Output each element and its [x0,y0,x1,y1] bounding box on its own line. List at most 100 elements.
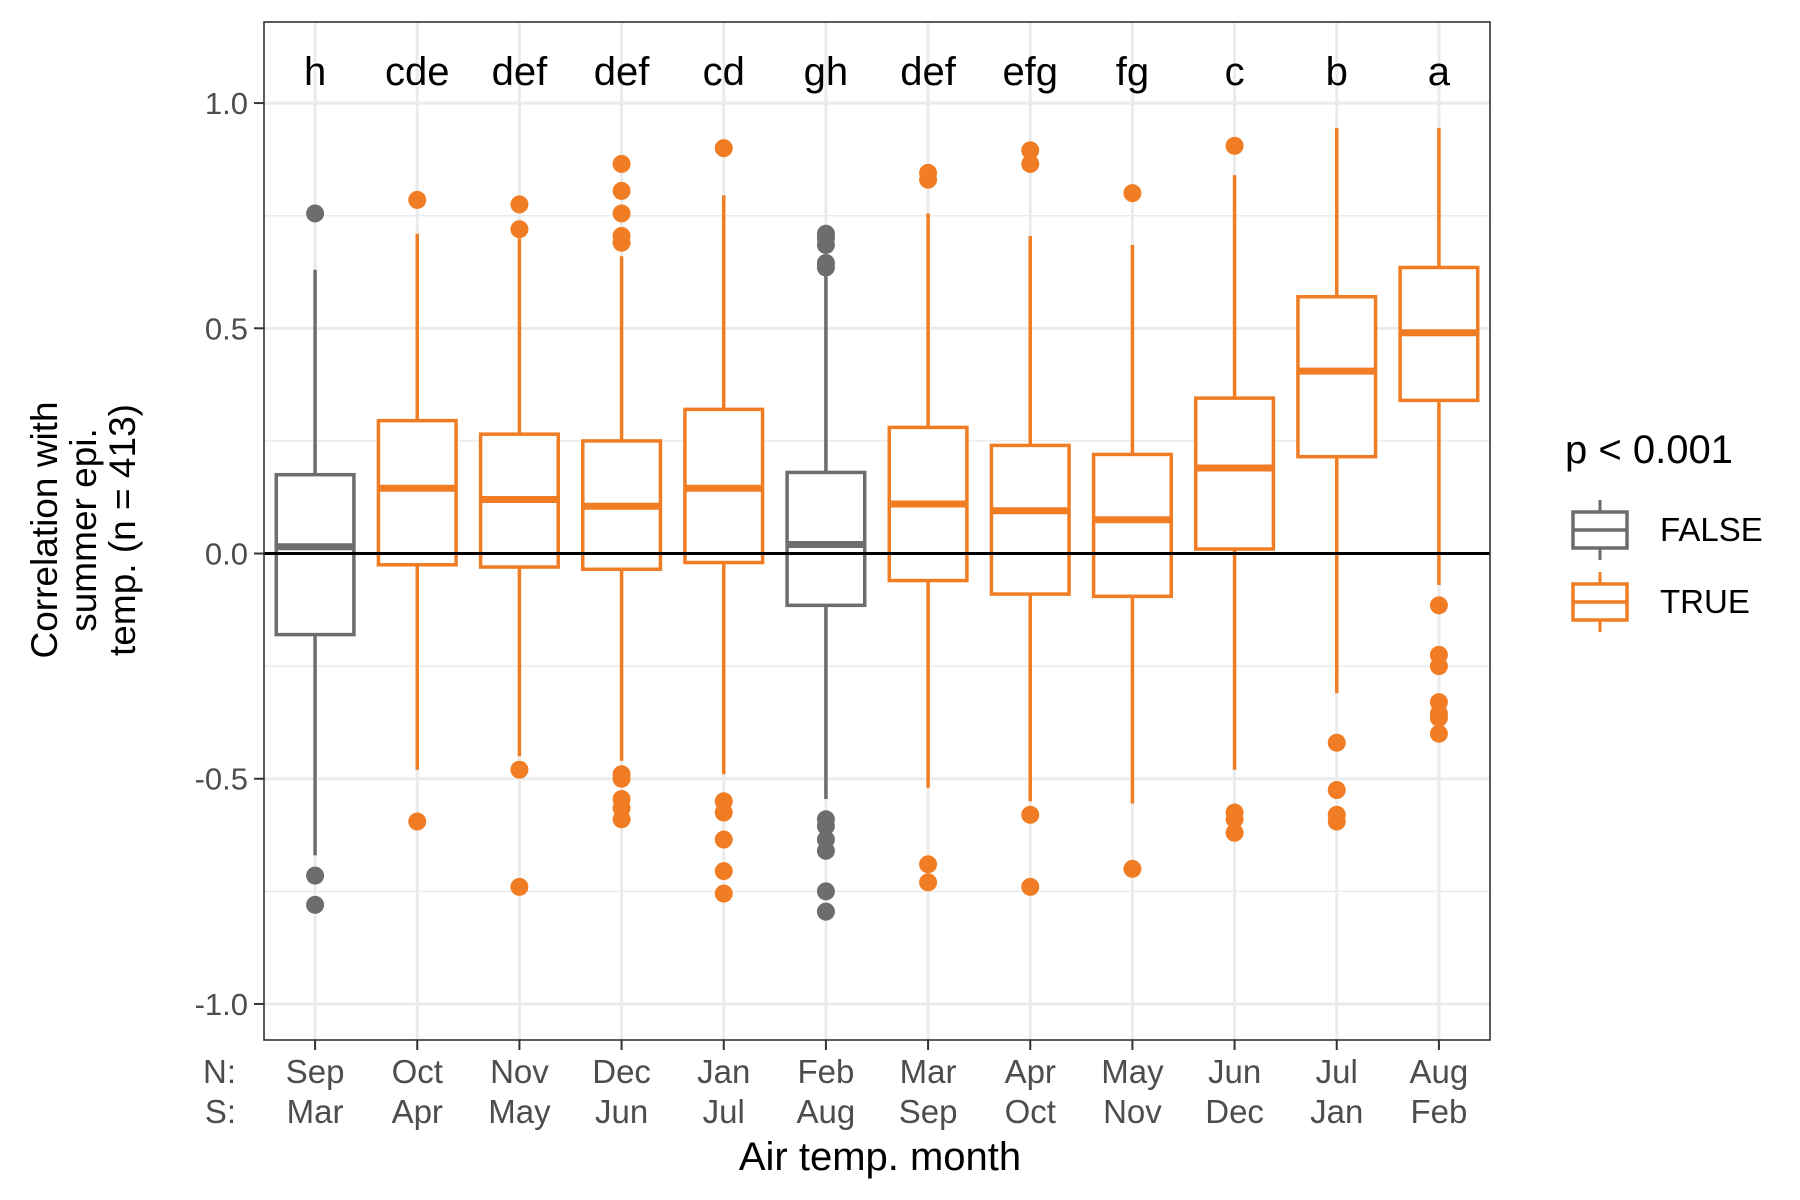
x-tick-label-south: Feb [1410,1093,1467,1130]
significance-letter: h [304,50,326,94]
significance-letter: efg [1002,50,1058,94]
box-group-dec [581,154,663,829]
outlier-point [1327,812,1346,831]
x-tick-label-south: Jun [595,1093,648,1130]
box-group-aug [1398,127,1480,743]
y-axis-title: Correlation withsummer epi.temp. (n = 41… [24,401,143,658]
x-tick-label-south: Sep [899,1093,958,1130]
y-tick-label: 0.0 [205,537,248,572]
box-group-jun [1194,136,1276,842]
outlier-point [919,855,938,874]
outlier-point [612,204,631,223]
outlier-point [714,803,733,822]
outlier-point [1123,184,1142,203]
x-axis-title: Air temp. month [739,1135,1021,1179]
x-tick-label-south: Aug [797,1093,856,1130]
y-axis-title-line: Correlation with [24,401,65,658]
box-group-nov [478,195,560,896]
significance-letter: a [1428,50,1451,94]
legend-label: TRUE [1660,583,1750,620]
outlier-point [1429,596,1448,615]
significance-letter: def [594,50,650,94]
x-tick-label-south: Apr [392,1093,443,1130]
significance-letter: def [492,50,548,94]
legend: p < 0.001 FALSE TRUE [1565,428,1763,632]
box [1296,295,1378,459]
outlier-point [1021,877,1040,896]
y-tick-label: -1.0 [195,987,248,1022]
x-tick-label-north: Aug [1410,1053,1469,1090]
outlier-point [612,810,631,829]
outlier-point [714,139,733,158]
box-group-jul [1296,127,1378,831]
outlier-point [1327,733,1346,752]
y-axis: 1.0 0.5 0.0 -0.5 -1.0 [195,86,264,1022]
x-tick-label-north: Dec [592,1053,651,1090]
legend-title: p < 0.001 [1565,428,1733,472]
x-tick-label-north: Jun [1208,1053,1261,1090]
outlier-point [510,220,529,239]
legend-entry-true: TRUE [1571,572,1750,632]
outlier-point [510,760,529,779]
x-tick-label-south: Oct [1005,1093,1056,1130]
outlier-point [1123,859,1142,878]
outlier-point [816,882,835,901]
outlier-point [612,769,631,788]
y-tick-label: 1.0 [205,86,248,121]
outlier-point [816,902,835,921]
legend-entries: FALSE TRUE [1571,500,1763,632]
legend-entry-false: FALSE [1571,500,1763,560]
outlier-point [1225,136,1244,155]
outlier-point [1429,657,1448,676]
x-tick-label-north: Feb [797,1053,854,1090]
x-tick-label-north: Oct [392,1053,443,1090]
significance-letter: cd [703,50,745,94]
outlier-point [1021,141,1040,160]
x-row-label-north: N: [203,1053,236,1090]
outlier-point [612,154,631,173]
outlier-point [1225,823,1244,842]
significance-letter: cde [385,50,450,94]
box [989,443,1071,596]
x-row-label-south: S: [205,1093,236,1130]
outlier-point [919,170,938,189]
outlier-point [714,862,733,881]
box [1194,396,1276,551]
significance-letter: def [900,50,956,94]
outlier-point [816,817,835,836]
box-group-feb [785,224,867,921]
outlier-point [306,895,325,914]
x-tick-label-south: Jul [703,1093,745,1130]
x-tick-label-south: Nov [1103,1093,1162,1130]
significance-letter: b [1326,50,1348,94]
box-group-may [1091,184,1173,878]
outlier-point [816,841,835,860]
x-tick-label-south: Dec [1205,1093,1264,1130]
outlier-point [408,812,427,831]
outlier-point [612,181,631,200]
x-tick-label-north: Jan [697,1053,750,1090]
x-tick-label-north: Nov [490,1053,549,1090]
outlier-point [510,195,529,214]
outlier-point [714,884,733,903]
significance-letters: h cde def def cd gh def efg fg c b a [304,50,1451,94]
significance-letter: gh [804,50,849,94]
outlier-point [1021,154,1040,173]
outlier-point [510,877,529,896]
x-tick-label-north: Sep [286,1053,345,1090]
outlier-point [1225,810,1244,829]
y-axis-title-line: temp. (n = 413) [102,404,143,656]
outlier-point [714,830,733,849]
y-tick-label: 0.5 [205,311,248,346]
outlier-point [1429,724,1448,743]
x-tick-label-south: Jan [1310,1093,1363,1130]
plot-panel-border [263,21,1491,1041]
outlier-point [1429,708,1448,727]
x-tick-label-south: Mar [287,1093,344,1130]
legend-label: FALSE [1660,511,1763,548]
x-tick-label-north: May [1101,1053,1164,1090]
x-axis: SepMarOctAprNovMayDecJunJanJulFebAugMarS… [203,1040,1468,1130]
box [376,418,458,567]
